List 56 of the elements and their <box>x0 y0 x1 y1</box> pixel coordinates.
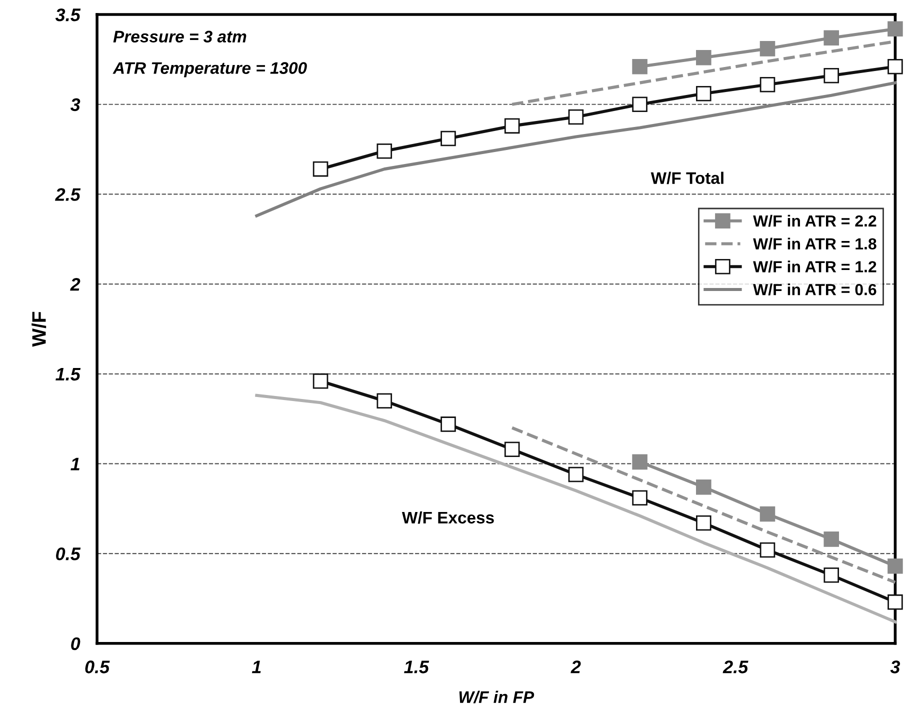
point <box>696 86 712 102</box>
legend-label: W/F in ATR = 2.2 <box>753 214 876 227</box>
point <box>760 41 776 56</box>
annotation: W/F Excess <box>402 511 494 524</box>
point <box>824 68 839 84</box>
point <box>696 479 712 495</box>
y-tick-label: 1.5 <box>56 368 81 381</box>
x-tick-label: 1.5 <box>404 660 430 674</box>
point <box>888 21 903 37</box>
point <box>440 130 456 146</box>
point <box>632 96 648 112</box>
point <box>312 373 328 389</box>
x-tick-label: 3 <box>890 660 900 674</box>
point <box>376 393 392 408</box>
legend-label: W/F in ATR = 0.6 <box>753 284 876 296</box>
x-tick-label: 0.5 <box>85 660 110 674</box>
point <box>632 490 648 506</box>
point <box>568 109 584 125</box>
point <box>824 532 839 547</box>
x-axis-title: W/F in FP <box>459 690 534 704</box>
line-series <box>255 394 897 624</box>
annotation: ATR Temperature = 1300 <box>112 62 307 78</box>
point <box>888 594 903 610</box>
y-tick-label: 1 <box>70 458 80 470</box>
point <box>632 59 648 74</box>
legend-label: W/F in ATR = 1.8 <box>753 238 876 250</box>
y-tick-label: 3 <box>70 98 80 112</box>
point <box>760 542 776 558</box>
point <box>568 466 584 482</box>
y-tick-label: 0 <box>71 637 80 650</box>
point <box>824 30 839 46</box>
y-tick-label: 3.5 <box>55 8 81 22</box>
point <box>696 50 712 66</box>
point <box>312 161 328 177</box>
point <box>888 59 903 74</box>
point <box>760 506 776 522</box>
legend-label: W/F in ATR = 1.2 <box>753 260 876 273</box>
y-tick-label: 2 <box>70 278 80 291</box>
point <box>504 442 520 457</box>
annotation: W/F Total <box>650 172 724 184</box>
x-tick-label: 1 <box>252 660 261 674</box>
point <box>440 416 456 432</box>
annotation: Pressure = 3 atm <box>113 30 246 43</box>
y-tick-label: 2.5 <box>55 188 81 201</box>
y-axis-title: W/F <box>32 312 46 347</box>
x-tick-label: 2.5 <box>722 660 748 674</box>
point <box>824 567 839 583</box>
line-series <box>510 426 897 584</box>
point <box>632 454 648 470</box>
point <box>696 515 712 531</box>
point <box>376 143 392 159</box>
point <box>504 118 520 134</box>
point <box>888 558 903 574</box>
x-tick-label: 2 <box>570 660 581 674</box>
y-tick-label: 0.5 <box>56 547 81 560</box>
point <box>760 76 776 92</box>
